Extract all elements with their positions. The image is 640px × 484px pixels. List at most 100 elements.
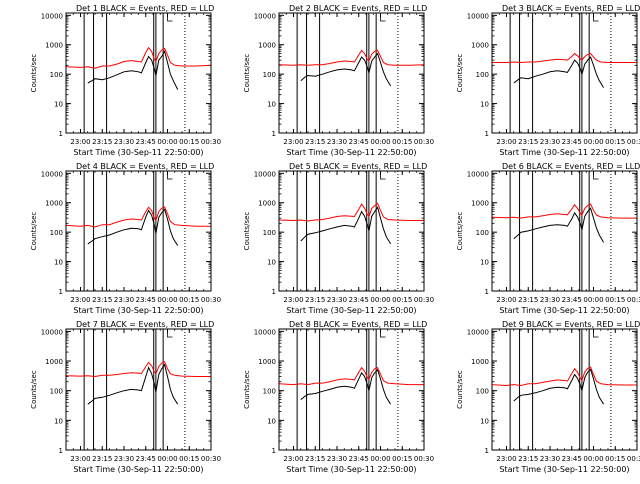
plot-frame	[491, 170, 638, 292]
series-events	[513, 56, 605, 88]
y-tick-label: 100	[50, 388, 63, 396]
y-tick-label: 100	[476, 388, 489, 396]
y-tick-label: 1	[59, 447, 63, 455]
x-tick-label: 23:30	[540, 455, 560, 463]
x-tick-label: 23:30	[114, 455, 134, 463]
y-tick-label: 1000	[258, 42, 276, 50]
plot-frame	[278, 328, 425, 451]
panel-det-4: Det 4 BLACK = Events, RED = LLD Counts/se…	[30, 162, 221, 315]
x-axis-label: Start Time (30-Sep-11 22:50:00)	[499, 148, 629, 157]
x-tick-label: 23:15	[305, 296, 325, 304]
x-tick-label: 23:30	[327, 455, 347, 463]
corner-marker	[380, 331, 386, 338]
x-tick-label: 23:15	[92, 138, 112, 146]
x-tick-label: 00:00	[370, 455, 390, 463]
x-tick-label: 00:30	[414, 138, 434, 146]
series-lld	[65, 46, 212, 69]
y-tick-label: 10000	[254, 170, 276, 178]
y-tick-label: 10	[54, 101, 63, 109]
x-tick-label: 23:45	[562, 455, 582, 463]
x-tick-label: 00:15	[179, 138, 199, 146]
panel-title: Det 7 BLACK = Events, RED = LLD	[76, 320, 214, 329]
x-tick-label: 23:15	[305, 455, 325, 463]
y-tick-label: 1	[485, 447, 489, 455]
series-events	[300, 368, 392, 405]
panel-title: Det 8 BLACK = Events, RED = LLD	[289, 320, 427, 329]
x-tick-label: 00:00	[157, 296, 177, 304]
y-axis-label: Counts/sec	[456, 212, 464, 251]
y-tick-label: 10	[267, 259, 276, 267]
y-tick-label: 10000	[467, 328, 489, 336]
plot-frame	[278, 12, 425, 134]
plot-frame	[491, 12, 638, 134]
x-tick-label: 23:45	[136, 455, 156, 463]
series-lld	[65, 361, 211, 378]
x-tick-label: 00:30	[627, 138, 640, 146]
x-axis-label: Start Time (30-Sep-11 22:50:00)	[286, 465, 416, 474]
corner-marker	[593, 173, 599, 180]
x-tick-label: 00:15	[605, 138, 625, 146]
plot-frame	[65, 328, 212, 451]
x-axis-label: Start Time (30-Sep-11 22:50:00)	[499, 306, 629, 315]
x-axis-label: Start Time (30-Sep-11 22:50:00)	[286, 306, 416, 315]
series-lld	[491, 203, 637, 219]
y-tick-label: 100	[263, 71, 276, 79]
x-tick-label: 23:15	[92, 296, 112, 304]
x-axis-label: Start Time (30-Sep-11 22:50:00)	[499, 465, 629, 474]
plot-frame	[65, 170, 212, 292]
y-tick-label: 1	[59, 288, 63, 296]
y-axis-label: Counts/sec	[30, 212, 38, 251]
x-tick-label: 23:30	[327, 138, 347, 146]
series-events	[300, 206, 392, 245]
x-tick-label: 00:30	[627, 455, 640, 463]
x-tick-label: 00:15	[392, 296, 412, 304]
y-tick-label: 10000	[254, 12, 276, 20]
y-tick-label: 100	[476, 71, 489, 79]
x-tick-label: 23:30	[540, 138, 560, 146]
x-tick-label: 23:15	[92, 455, 112, 463]
series-lld	[491, 366, 637, 387]
x-tick-label: 23:45	[562, 296, 582, 304]
y-tick-label: 10	[267, 417, 276, 425]
x-tick-label: 23:00	[70, 455, 90, 463]
x-tick-label: 23:15	[518, 138, 538, 146]
x-tick-label: 00:15	[179, 455, 199, 463]
series-events	[513, 368, 605, 405]
x-tick-label: 00:00	[370, 296, 390, 304]
plot-frame	[491, 328, 638, 451]
y-tick-label: 10000	[41, 170, 63, 178]
y-tick-label: 100	[476, 229, 489, 237]
x-tick-label: 00:30	[414, 296, 434, 304]
y-tick-label: 1000	[471, 42, 489, 50]
x-tick-label: 23:15	[305, 138, 325, 146]
y-tick-label: 10	[480, 101, 489, 109]
x-tick-label: 23:00	[283, 455, 303, 463]
y-axis-label: Counts/sec	[456, 54, 464, 93]
x-tick-label: 00:30	[414, 455, 434, 463]
x-tick-label: 23:00	[283, 138, 303, 146]
x-tick-label: 00:00	[583, 455, 603, 463]
x-tick-label: 23:30	[114, 138, 134, 146]
x-tick-label: 23:45	[349, 296, 369, 304]
x-tick-label: 00:00	[157, 455, 177, 463]
panel-title: Det 9 BLACK = Events, RED = LLD	[502, 320, 640, 329]
corner-marker	[593, 15, 599, 22]
x-tick-label: 00:30	[201, 455, 221, 463]
y-tick-label: 1	[59, 130, 63, 138]
y-tick-label: 100	[50, 229, 63, 237]
panel-title: Det 1 BLACK = Events, RED = LLD	[76, 4, 214, 13]
y-tick-label: 1	[272, 288, 276, 296]
series-lld	[278, 366, 424, 386]
series-lld	[492, 52, 637, 64]
x-tick-label: 23:45	[349, 138, 369, 146]
y-tick-label: 100	[263, 229, 276, 237]
corner-marker	[167, 173, 173, 180]
x-tick-label: 00:00	[583, 138, 603, 146]
x-tick-label: 00:15	[605, 296, 625, 304]
y-tick-label: 10	[480, 259, 489, 267]
panel-title: Det 6 BLACK = Events, RED = LLD	[502, 162, 640, 171]
y-axis-label: Counts/sec	[243, 370, 251, 409]
panel-det-7: Det 7 BLACK = Events, RED = LLD Counts/se…	[30, 320, 221, 474]
panel-title: Det 2 BLACK = Events, RED = LLD	[289, 4, 427, 13]
series-events	[87, 363, 179, 405]
